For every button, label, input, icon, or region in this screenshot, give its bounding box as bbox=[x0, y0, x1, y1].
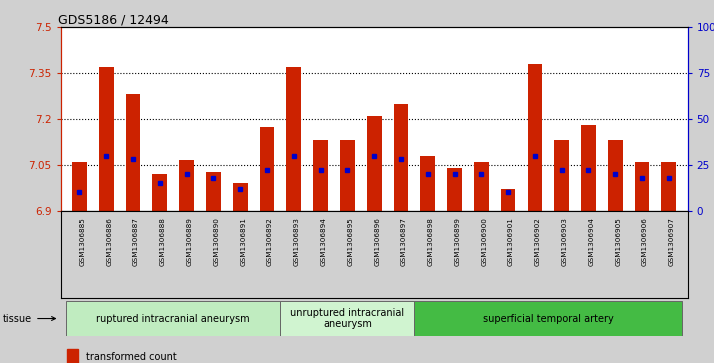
Bar bbox=[340, 140, 355, 211]
FancyBboxPatch shape bbox=[66, 301, 281, 336]
Text: GSM1306905: GSM1306905 bbox=[615, 217, 621, 266]
Bar bbox=[581, 125, 595, 211]
Bar bbox=[313, 140, 328, 211]
Bar bbox=[447, 168, 462, 211]
Bar bbox=[421, 156, 435, 211]
Text: GSM1306892: GSM1306892 bbox=[267, 217, 273, 266]
Text: GSM1306897: GSM1306897 bbox=[401, 217, 407, 266]
Text: tissue: tissue bbox=[3, 314, 56, 323]
Text: GSM1306902: GSM1306902 bbox=[535, 217, 541, 266]
Bar bbox=[126, 94, 141, 211]
Bar bbox=[233, 183, 248, 211]
Bar bbox=[206, 172, 221, 211]
Text: GSM1306901: GSM1306901 bbox=[508, 217, 514, 266]
Text: transformed count: transformed count bbox=[86, 352, 176, 362]
Bar bbox=[179, 160, 194, 211]
FancyBboxPatch shape bbox=[281, 301, 414, 336]
Bar bbox=[67, 349, 79, 363]
Bar bbox=[367, 116, 381, 211]
Text: GSM1306906: GSM1306906 bbox=[642, 217, 648, 266]
Bar bbox=[393, 103, 408, 211]
Text: GSM1306888: GSM1306888 bbox=[160, 217, 166, 266]
Text: GSM1306894: GSM1306894 bbox=[321, 217, 326, 266]
Bar bbox=[72, 162, 87, 211]
Bar bbox=[474, 162, 488, 211]
Bar bbox=[528, 64, 542, 211]
Text: GSM1306887: GSM1306887 bbox=[133, 217, 139, 266]
Bar bbox=[260, 127, 274, 211]
Text: GSM1306907: GSM1306907 bbox=[669, 217, 675, 266]
Text: GSM1306899: GSM1306899 bbox=[455, 217, 461, 266]
Text: unruptured intracranial
aneurysm: unruptured intracranial aneurysm bbox=[291, 308, 404, 329]
Bar bbox=[286, 67, 301, 211]
Bar bbox=[608, 140, 623, 211]
Text: superficial temporal artery: superficial temporal artery bbox=[483, 314, 613, 323]
Text: GSM1306904: GSM1306904 bbox=[588, 217, 595, 266]
Text: GSM1306896: GSM1306896 bbox=[374, 217, 380, 266]
Text: GSM1306886: GSM1306886 bbox=[106, 217, 112, 266]
Bar bbox=[661, 162, 676, 211]
Text: GSM1306903: GSM1306903 bbox=[562, 217, 568, 266]
Text: GSM1306889: GSM1306889 bbox=[186, 217, 193, 266]
Text: GSM1306898: GSM1306898 bbox=[428, 217, 433, 266]
Bar bbox=[554, 140, 569, 211]
Text: GSM1306891: GSM1306891 bbox=[240, 217, 246, 266]
Text: GSM1306885: GSM1306885 bbox=[79, 217, 86, 266]
Bar bbox=[99, 67, 114, 211]
Text: ruptured intracranial aneurysm: ruptured intracranial aneurysm bbox=[96, 314, 250, 323]
Bar bbox=[635, 162, 650, 211]
Text: GSM1306890: GSM1306890 bbox=[213, 217, 219, 266]
Bar bbox=[153, 174, 167, 211]
Text: GSM1306893: GSM1306893 bbox=[293, 217, 300, 266]
FancyBboxPatch shape bbox=[414, 301, 682, 336]
Text: GSM1306895: GSM1306895 bbox=[347, 217, 353, 266]
Text: GDS5186 / 12494: GDS5186 / 12494 bbox=[58, 13, 169, 26]
Bar bbox=[501, 189, 516, 211]
Text: GSM1306900: GSM1306900 bbox=[481, 217, 487, 266]
